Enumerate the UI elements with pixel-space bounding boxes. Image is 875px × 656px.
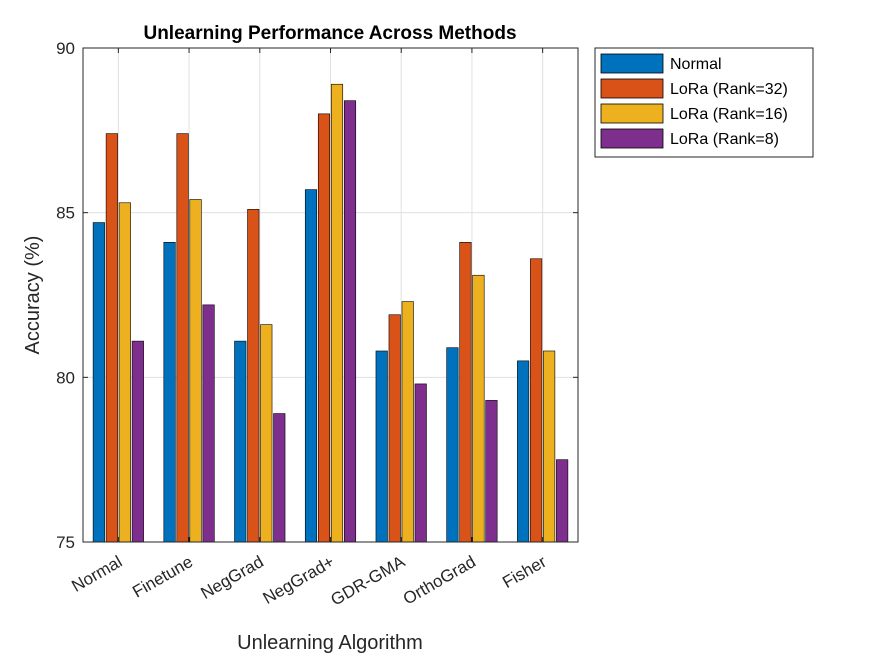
legend-swatch bbox=[600, 78, 664, 99]
legend-label: LoRa (Rank=8) bbox=[670, 131, 779, 148]
x-tick-label: Normal bbox=[68, 552, 125, 596]
x-tick-label: Fisher bbox=[499, 552, 550, 592]
legend: Normal LoRa (Rank=32) LoRa (Rank=16) LoRa (… bbox=[594, 47, 814, 158]
bar bbox=[543, 350, 556, 543]
bar bbox=[176, 133, 189, 543]
legend-label: Normal bbox=[670, 56, 722, 73]
bar bbox=[273, 413, 286, 543]
bar bbox=[202, 304, 215, 543]
legend-swatch bbox=[600, 103, 664, 124]
legend-label: LoRa (Rank=16) bbox=[670, 106, 788, 123]
x-tick-label: GDR-GMA bbox=[328, 552, 409, 610]
y-tick-label: 90 bbox=[56, 39, 75, 58]
bar bbox=[189, 199, 202, 543]
x-tick-label: Finetune bbox=[129, 552, 196, 602]
bar bbox=[247, 209, 260, 543]
bar bbox=[330, 83, 344, 543]
y-tick-label: 85 bbox=[56, 204, 75, 223]
bar bbox=[556, 459, 569, 543]
bar bbox=[485, 400, 498, 543]
x-tick-label: OrthoGrad bbox=[400, 552, 479, 609]
bar bbox=[530, 258, 543, 543]
bar bbox=[92, 222, 105, 543]
bar bbox=[472, 274, 485, 543]
bar bbox=[304, 189, 318, 543]
bar bbox=[105, 133, 118, 543]
legend-swatch bbox=[600, 53, 664, 74]
y-axis-title: Accuracy (%) bbox=[22, 236, 44, 355]
bar bbox=[388, 314, 401, 543]
y-axis: 75 80 85 90 bbox=[56, 39, 578, 552]
bar bbox=[414, 383, 427, 543]
bar bbox=[317, 113, 331, 543]
y-tick-label: 75 bbox=[56, 533, 75, 552]
legend-label: LoRa (Rank=32) bbox=[670, 81, 788, 98]
y-tick-label: 80 bbox=[56, 368, 75, 387]
bar bbox=[459, 242, 472, 543]
bar bbox=[163, 242, 176, 543]
x-tick-label: NegGrad+ bbox=[260, 552, 338, 608]
bar bbox=[234, 340, 247, 543]
legend-swatch bbox=[600, 128, 664, 149]
chart-title: Unlearning Performance Across Methods bbox=[143, 23, 516, 44]
x-tick-label: NegGrad bbox=[198, 552, 267, 603]
bar bbox=[375, 350, 388, 543]
bar bbox=[446, 347, 459, 543]
bar bbox=[343, 100, 357, 543]
bar bbox=[260, 324, 273, 543]
bars bbox=[92, 83, 569, 543]
bar bbox=[517, 360, 530, 543]
bar bbox=[131, 340, 144, 543]
x-axis-title: Unlearning Algorithm bbox=[237, 632, 423, 654]
bar bbox=[401, 301, 414, 543]
bar bbox=[118, 202, 131, 543]
